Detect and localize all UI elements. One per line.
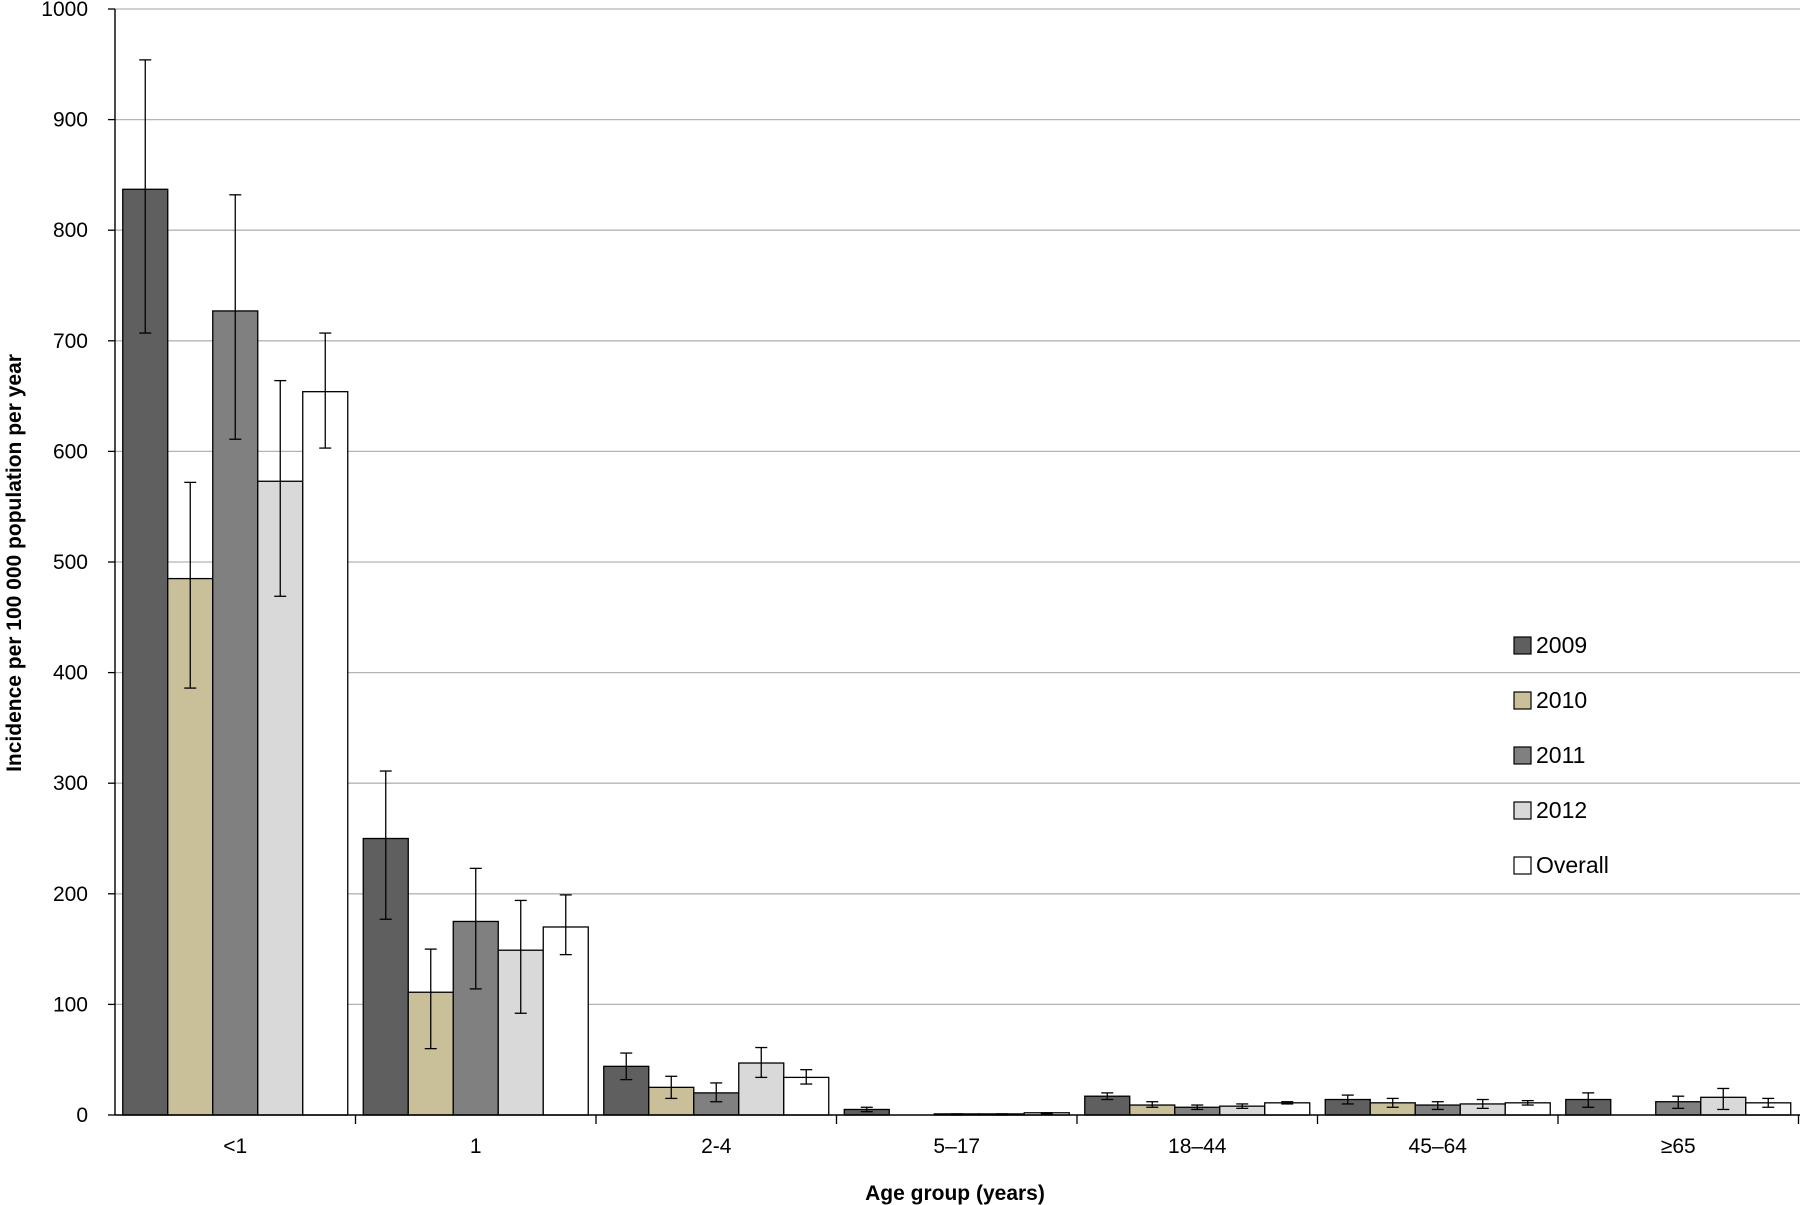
y-tick-label: 400 xyxy=(53,662,88,685)
legend-item-overall: Overall xyxy=(1513,852,1609,878)
legend-swatch xyxy=(1513,746,1532,765)
error-bar-2011-6 xyxy=(1672,1095,1685,1110)
legend-swatch xyxy=(1513,691,1532,710)
y-tick-label: 700 xyxy=(53,330,88,353)
error-bar-2010-0 xyxy=(184,481,197,689)
error-bar-overall-5 xyxy=(1521,1099,1534,1106)
error-bar-2010-4 xyxy=(1146,1101,1159,1108)
error-bar-overall-6 xyxy=(1762,1097,1775,1108)
error-bar-2009-3 xyxy=(860,1106,873,1113)
legend-label: 2011 xyxy=(1536,742,1585,768)
error-bar-2010-2 xyxy=(665,1075,678,1100)
legend-item-2012: 2012 xyxy=(1513,797,1587,823)
error-bar-2011-1 xyxy=(469,867,482,990)
error-bar-2009-5 xyxy=(1341,1094,1354,1105)
error-bar-2011-4 xyxy=(1191,1104,1204,1111)
error-bar-2009-6 xyxy=(1582,1092,1595,1108)
y-tick-label: 0 xyxy=(76,1104,88,1127)
legend-label: 2010 xyxy=(1536,687,1587,713)
legend-label: 2009 xyxy=(1536,632,1587,658)
legend-swatch xyxy=(1513,636,1532,655)
legend-item-2010: 2010 xyxy=(1513,687,1587,713)
axes xyxy=(108,8,1800,1124)
y-tick-label: 500 xyxy=(53,551,88,574)
y-tick-label: 300 xyxy=(53,772,88,795)
y-tick-labels: 0 100 200 300 400 500 600 700 800 900 1000 xyxy=(41,0,88,1127)
error-bar-2012-1 xyxy=(514,899,527,1014)
error-bar-2010-5 xyxy=(1386,1097,1399,1108)
error-bar-2012-0 xyxy=(274,379,287,597)
bar-overall-0 xyxy=(302,391,349,1116)
error-bar-overall-2 xyxy=(800,1069,813,1085)
x-axis-title: Age group (years) xyxy=(865,1182,1045,1205)
y-tick-label: 200 xyxy=(53,883,88,906)
x-tick-label: 5–17 xyxy=(933,1135,980,1158)
error-bar-2012-2 xyxy=(755,1046,768,1079)
legend-swatch xyxy=(1513,801,1532,820)
error-bar-2009-4 xyxy=(1101,1092,1114,1101)
x-tick-label: 45–64 xyxy=(1409,1135,1468,1158)
error-bar-2011-2 xyxy=(710,1082,723,1103)
x-tick-label: 1 xyxy=(470,1135,482,1158)
y-tick-label: 1000 xyxy=(41,0,88,21)
y-tick-label: 600 xyxy=(53,440,88,463)
x-tick-labels: <1 1 2-4 5–17 18–44 45–64 ≥65 xyxy=(223,1135,1695,1158)
error-bar-overall-1 xyxy=(559,894,572,956)
y-axis-title: Incidence per 100 000 population per yea… xyxy=(3,354,26,772)
legend-label: 2012 xyxy=(1536,797,1587,823)
y-tick-label: 800 xyxy=(53,219,88,242)
legend-item-2011: 2011 xyxy=(1513,742,1585,768)
y-tick-label: 900 xyxy=(53,109,88,132)
bar-overall-2 xyxy=(783,1076,830,1116)
error-bar-overall-3 xyxy=(1040,1112,1053,1115)
x-tick-label: <1 xyxy=(223,1135,247,1158)
error-bar-2012-6 xyxy=(1717,1087,1730,1111)
error-bar-2012-4 xyxy=(1236,1103,1249,1110)
error-bar-overall-4 xyxy=(1281,1101,1294,1105)
bar-overall-1 xyxy=(542,926,589,1116)
error-bar-2011-0 xyxy=(229,194,242,440)
legend: 2009 2010 2011 2012 Overall xyxy=(1513,632,1609,878)
y-tick-label: 100 xyxy=(53,993,88,1016)
bar-overall-4 xyxy=(1264,1102,1311,1116)
error-bar-2009-1 xyxy=(379,770,392,920)
error-bar-2012-5 xyxy=(1476,1098,1489,1110)
x-tick-label: 18–44 xyxy=(1168,1135,1227,1158)
legend-label: Overall xyxy=(1536,852,1609,878)
legend-item-2009: 2009 xyxy=(1513,632,1587,658)
error-bar-2010-1 xyxy=(424,948,437,1050)
x-tick-label: ≥65 xyxy=(1661,1135,1696,1158)
x-tick-label: 2-4 xyxy=(701,1135,732,1158)
error-bar-2011-5 xyxy=(1431,1101,1444,1111)
error-bar-2009-0 xyxy=(139,59,152,334)
error-bars xyxy=(139,59,1775,1116)
legend-swatch xyxy=(1513,856,1532,875)
error-bar-2009-2 xyxy=(620,1052,633,1081)
error-bar-overall-0 xyxy=(319,332,332,449)
